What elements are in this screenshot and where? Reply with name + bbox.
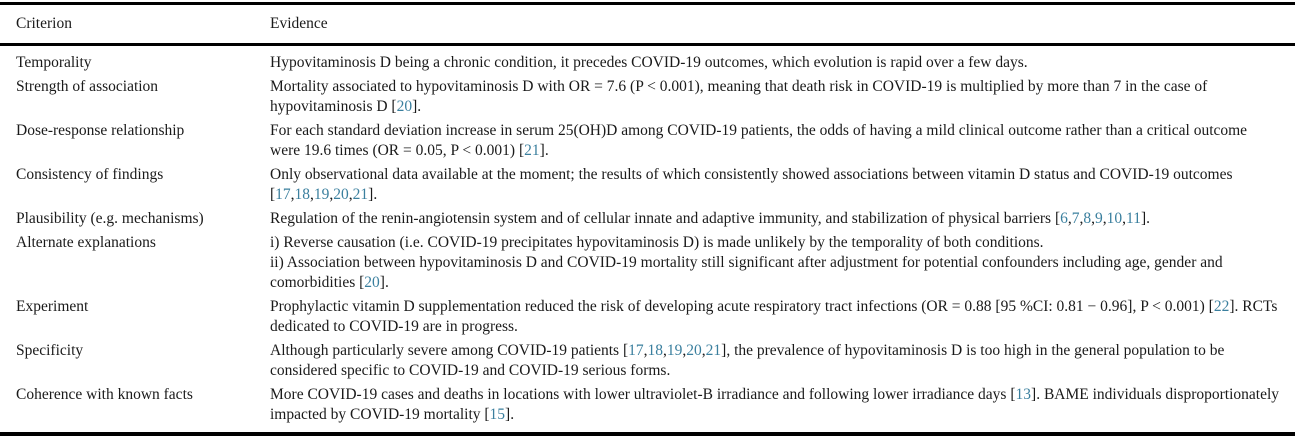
citation-link[interactable]: 21: [524, 142, 540, 159]
citation-link[interactable]: 20: [364, 274, 380, 291]
table-body: Temporality Hypovitaminosis D being a chr…: [0, 45, 1295, 435]
table-row: Temporality Hypovitaminosis D being a chr…: [0, 45, 1295, 76]
criterion-cell: Temporality: [16, 54, 92, 71]
column-header-criterion: Criterion: [0, 3, 270, 46]
citation-link[interactable]: 10: [1106, 210, 1123, 227]
criterion-cell: Coherence with known facts: [16, 386, 193, 403]
citation-link[interactable]: 15: [489, 406, 506, 423]
citation-link[interactable]: 20: [396, 98, 413, 115]
evidence-cell: For each standard deviation increase in …: [270, 119, 1295, 163]
header-row: Criterion Evidence: [0, 3, 1295, 46]
table-row: Experiment Prophylactic vitamin D supplem…: [0, 295, 1295, 339]
citation-link[interactable]: 19: [666, 342, 683, 359]
citation-link[interactable]: 20: [333, 186, 349, 203]
citation-link[interactable]: 8: [1083, 210, 1092, 227]
evidence-paragraph: For each standard deviation increase in …: [270, 122, 1248, 159]
table-row: Alternate explanations i) Reverse causati…: [0, 231, 1295, 295]
evidence-paragraph: ii) Association between hypovitaminosis …: [270, 254, 1223, 291]
criterion-cell: Plausibility (e.g. mechanisms): [16, 210, 204, 227]
citation-link[interactable]: 20: [686, 342, 702, 359]
evidence-paragraph: Although particularly severe among COVID…: [270, 342, 1225, 379]
criterion-cell: Strength of association: [16, 78, 159, 95]
citation-link[interactable]: 17: [628, 342, 644, 359]
table-row: Specificity Although particularly severe …: [0, 339, 1295, 383]
citation-link[interactable]: 11: [1126, 210, 1141, 227]
evidence-cell: Although particularly severe among COVID…: [270, 339, 1295, 383]
citation-link[interactable]: 21: [705, 342, 722, 359]
criterion-cell: Consistency of findings: [16, 166, 164, 183]
evidence-paragraph: i) Reverse causation (i.e. COVID-19 prec…: [270, 234, 1044, 251]
table-row: Consistency of findings Only observationa…: [0, 163, 1295, 207]
criterion-cell: Specificity: [16, 342, 84, 359]
citation-link[interactable]: 19: [313, 186, 330, 203]
citation-link[interactable]: 6: [1060, 210, 1068, 227]
citation-link[interactable]: 18: [294, 186, 311, 203]
citation-link[interactable]: 18: [647, 342, 664, 359]
column-header-evidence: Evidence: [270, 3, 1295, 46]
evidence-paragraph: More COVID-19 cases and deaths in locati…: [270, 386, 1280, 423]
evidence-cell: Only observational data available at the…: [270, 163, 1295, 207]
citation-link[interactable]: 7: [1071, 210, 1080, 227]
table-row: Dose-response relationship For each stand…: [0, 119, 1295, 163]
criterion-cell: Dose-response relationship: [16, 122, 185, 139]
citation-link[interactable]: 21: [352, 186, 369, 203]
evidence-paragraph: Hypovitaminosis D being a chronic condit…: [270, 54, 1028, 71]
citation-link[interactable]: 17: [275, 186, 291, 203]
citation-link[interactable]: 9: [1095, 210, 1103, 227]
evidence-cell: Mortality associated to hypovitaminosis …: [270, 75, 1295, 119]
table-row: Coherence with known facts More COVID-19 …: [0, 383, 1295, 434]
table-row: Plausibility (e.g. mechanisms) Regulation…: [0, 207, 1295, 231]
citation-link[interactable]: 13: [1015, 386, 1032, 403]
evidence-cell: i) Reverse causation (i.e. COVID-19 prec…: [270, 231, 1295, 295]
table-row: Strength of association Mortality associa…: [0, 75, 1295, 119]
evidence-paragraph: Prophylactic vitamin D supplementation r…: [270, 298, 1278, 335]
citation-link[interactable]: 22: [1213, 298, 1230, 315]
evidence-paragraph: Regulation of the renin-angiotensin syst…: [270, 210, 1150, 227]
evidence-cell: More COVID-19 cases and deaths in locati…: [270, 383, 1295, 434]
criterion-cell: Experiment: [16, 298, 89, 315]
evidence-cell: Hypovitaminosis D being a chronic condit…: [270, 45, 1295, 76]
evidence-cell: Regulation of the renin-angiotensin syst…: [270, 207, 1295, 231]
table-header: Criterion Evidence: [0, 3, 1295, 46]
evidence-paragraph: Only observational data available at the…: [270, 166, 1233, 203]
criterion-cell: Alternate explanations: [16, 234, 156, 251]
evidence-cell: Prophylactic vitamin D supplementation r…: [270, 295, 1295, 339]
evidence-paragraph: Mortality associated to hypovitaminosis …: [270, 78, 1208, 115]
